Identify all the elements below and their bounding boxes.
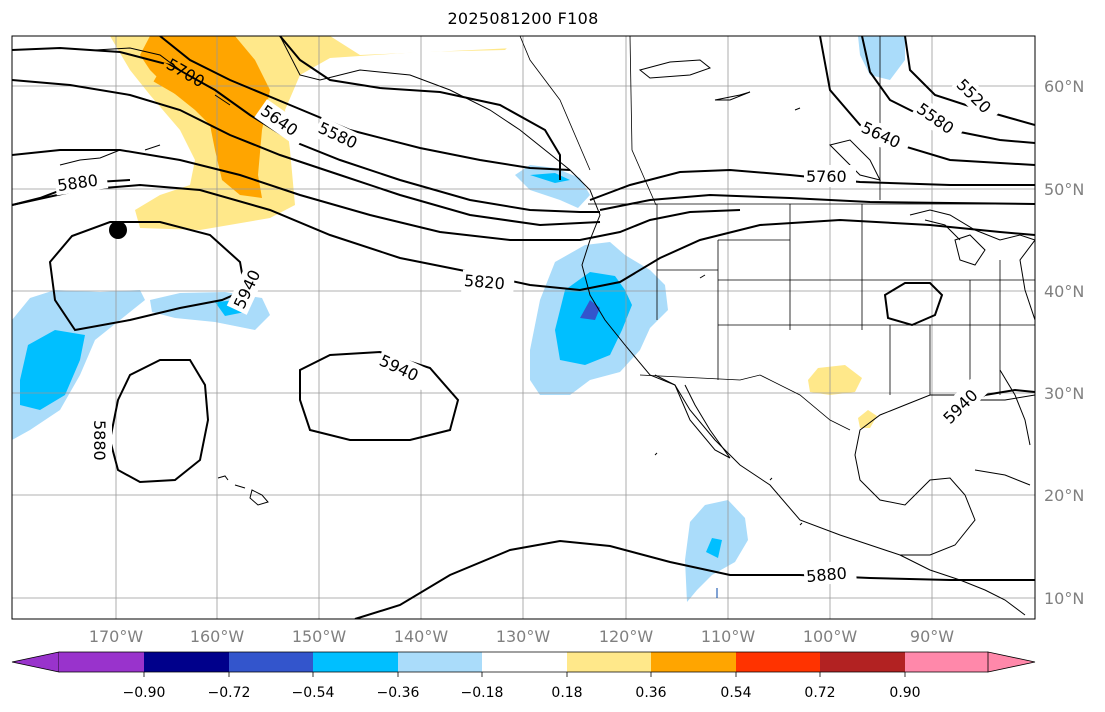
shading-layer: [12, 36, 905, 602]
latitude-axis: 60°N 50°N 40°N 30°N 20°N 10°N: [1044, 77, 1084, 608]
colorbar-segment: [820, 652, 905, 672]
map-area: 5700 5640 5580 5880 5940 5940 5880 5820 …: [12, 36, 1035, 619]
colorbar-segment: [567, 652, 651, 672]
colorbar-extend-low: [11, 651, 60, 673]
longitude-label: 130°W: [496, 627, 551, 646]
colorbar-tick-label: 0.90: [889, 685, 920, 701]
longitude-axis: 170°W 160°W 150°W 140°W 130°W 120°W 110°…: [89, 627, 954, 646]
longitude-label: 150°W: [292, 627, 347, 646]
colorbar-ticks: [143, 672, 906, 677]
longitude-label: 110°W: [701, 627, 756, 646]
colorbar-segment: [313, 652, 398, 672]
colorbar-tick-label: 0.18: [551, 685, 582, 701]
contour-5940-west: [48, 221, 247, 332]
strong-negative-anomaly-region: [20, 330, 85, 410]
location-marker: [109, 221, 127, 239]
contour-5640: [12, 79, 601, 227]
contour-5880-loop: [108, 359, 210, 484]
colorbar-segment: [482, 652, 567, 672]
colorbar-segment: [59, 652, 144, 672]
latitude-label: 40°N: [1044, 282, 1084, 301]
contour-label: 5760: [806, 167, 847, 186]
colorbar-segment: [398, 652, 482, 672]
contour-label: 5820: [463, 271, 505, 293]
longitude-label: 120°W: [599, 627, 654, 646]
chart-title: 2025081200 F108: [447, 9, 599, 28]
colorbar-segment: [651, 652, 736, 672]
colorbar: −0.90 −0.72 −0.54 −0.36 −0.18 0.18 0.36 …: [11, 651, 1036, 701]
longitude-label: 90°W: [910, 627, 954, 646]
latitude-label: 20°N: [1044, 486, 1084, 505]
contour-5820: [12, 183, 1035, 292]
longitude-label: 100°W: [803, 627, 858, 646]
colorbar-tick-label: −0.72: [208, 685, 251, 701]
colorbar-tick-label: −0.54: [292, 685, 335, 701]
contour-5520: [904, 36, 1035, 126]
colorbar-tick-label: 0.54: [720, 685, 751, 701]
colorbar-tick-label: −0.36: [377, 685, 420, 701]
latitude-label: 10°N: [1044, 589, 1084, 608]
contour-labels: 5700 5640 5580 5880 5940 5940 5880 5820 …: [53, 54, 1003, 587]
longitude-label: 140°W: [394, 627, 449, 646]
coastlines: [59, 36, 1035, 616]
colorbar-segment: [736, 652, 820, 672]
colorbar-segment: [229, 652, 313, 672]
colorbar-tick-label: 0.36: [635, 685, 666, 701]
colorbar-segment: [905, 652, 988, 672]
latitude-label: 50°N: [1044, 180, 1084, 199]
map-frame: [11, 35, 1036, 620]
contour-label: 5880: [90, 420, 109, 461]
latitude-label: 60°N: [1044, 77, 1084, 96]
contour-5940-center: [299, 350, 460, 441]
longitude-label: 160°W: [190, 627, 245, 646]
colorbar-tick-label: −0.18: [461, 685, 504, 701]
latitude-label: 30°N: [1044, 384, 1084, 403]
contour-label: 5880: [805, 564, 847, 586]
colorbar-tick-label: −0.90: [123, 685, 166, 701]
graticule: [12, 36, 1035, 619]
colorbar-extend-high: [987, 651, 1036, 673]
colorbar-tick-label: 0.72: [804, 685, 835, 701]
colorbar-segment: [144, 652, 229, 672]
longitude-label: 170°W: [89, 627, 144, 646]
